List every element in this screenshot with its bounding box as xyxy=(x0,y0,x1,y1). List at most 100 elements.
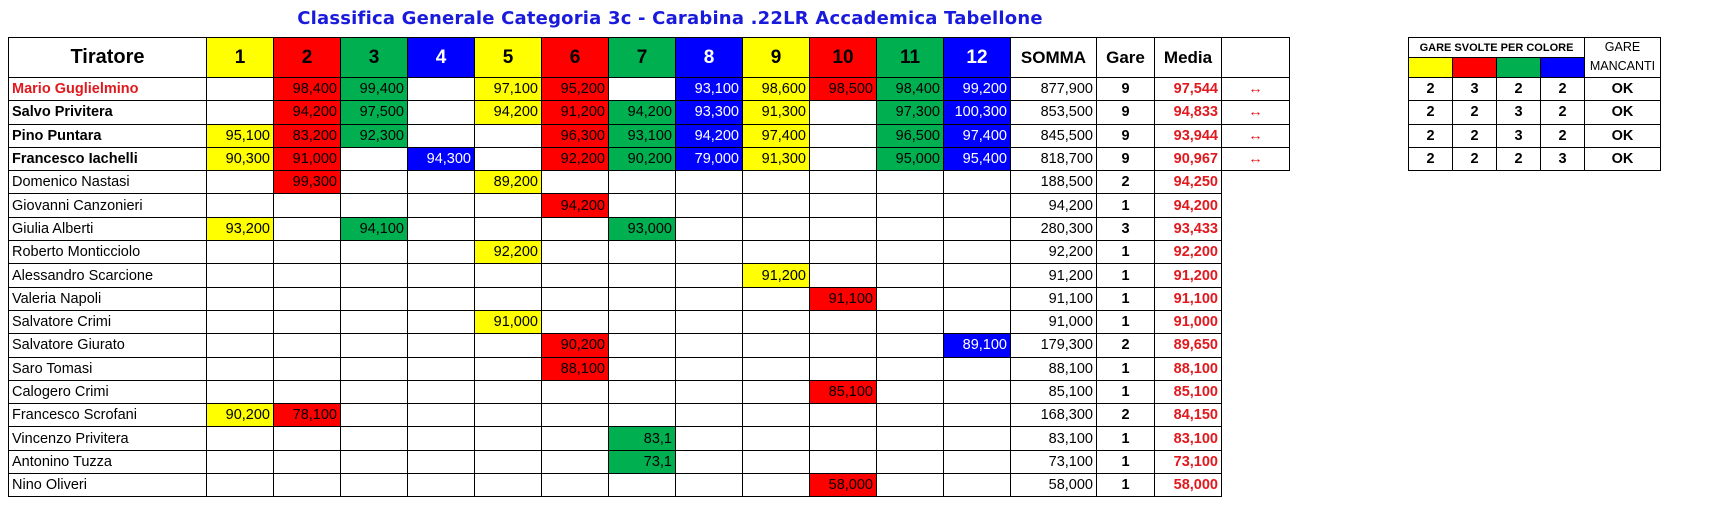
score-cell xyxy=(407,356,475,381)
score-cell: 94,200 xyxy=(474,100,542,125)
score-cell xyxy=(340,473,408,498)
score-cell xyxy=(474,123,542,148)
somma-cell: 94,200 xyxy=(1010,193,1097,218)
gare-svolte-title: GARE SVOLTE PER COLORE xyxy=(1408,37,1585,58)
status-cell: OK xyxy=(1584,123,1661,148)
color-count-cell: 2 xyxy=(1540,123,1585,148)
score-cell xyxy=(541,170,609,195)
media-cell: 93,944 xyxy=(1154,123,1222,148)
table-row: Valeria Napoli 91,100 91,100 1 91,100 xyxy=(8,286,1290,311)
score-cell xyxy=(876,426,944,451)
score-cell: 89,100 xyxy=(943,333,1011,358)
score-cell xyxy=(876,193,944,218)
score-cell xyxy=(273,309,341,335)
score-cell: 92,200 xyxy=(541,146,609,172)
shooter-name: Pino Puntara xyxy=(8,123,207,148)
score-cell xyxy=(407,426,475,451)
score-cell xyxy=(943,449,1011,475)
score-cell xyxy=(608,356,676,381)
header-media: Media xyxy=(1154,37,1222,78)
somma-cell: 818,700 xyxy=(1010,146,1097,172)
media-cell: 83,100 xyxy=(1154,426,1222,451)
score-cell xyxy=(675,240,743,265)
score-cell xyxy=(876,356,944,381)
gare-cell: 9 xyxy=(1096,123,1155,148)
score-cell xyxy=(675,403,743,428)
score-cell xyxy=(407,263,475,288)
score-cell: 91,000 xyxy=(474,309,542,335)
score-cell xyxy=(809,146,877,172)
color-count-cell: 2 xyxy=(1408,146,1453,172)
score-cell: 98,400 xyxy=(876,76,944,102)
header-gare: Gare xyxy=(1096,37,1155,78)
color-count-cell: 2 xyxy=(1408,76,1453,102)
media-cell: 94,250 xyxy=(1154,170,1222,195)
score-cell xyxy=(608,240,676,265)
score-cell: 97,300 xyxy=(876,100,944,125)
score-cell: 97,400 xyxy=(943,123,1011,148)
media-cell: 97,544 xyxy=(1154,76,1222,102)
score-cell xyxy=(943,216,1011,242)
score-cell: 92,200 xyxy=(474,240,542,265)
score-cell xyxy=(541,286,609,311)
score-cell xyxy=(340,286,408,311)
score-cell xyxy=(206,286,274,311)
score-cell xyxy=(675,170,743,195)
score-cell: 91,100 xyxy=(809,286,877,311)
score-cell xyxy=(943,263,1011,288)
score-cell xyxy=(876,286,944,311)
score-cell xyxy=(675,356,743,381)
blank-cell xyxy=(1222,474,1290,497)
somma-cell: 91,200 xyxy=(1010,263,1097,288)
header-round: 3 xyxy=(340,37,408,78)
gare-cell: 1 xyxy=(1096,449,1155,475)
score-cell: 88,100 xyxy=(541,356,609,381)
score-cell xyxy=(407,170,475,195)
somma-cell: 280,300 xyxy=(1010,216,1097,242)
color-count-cell: 2 xyxy=(1408,100,1453,125)
gare-cell: 3 xyxy=(1096,216,1155,242)
score-cell xyxy=(541,263,609,288)
color-count-cell: 2 xyxy=(1540,100,1585,125)
score-cell xyxy=(675,333,743,358)
score-cell xyxy=(876,379,944,405)
somma-cell: 877,900 xyxy=(1010,76,1097,102)
shooter-name: Francesco Iachelli xyxy=(8,146,207,172)
score-cell: 83,200 xyxy=(273,123,341,148)
gare-cell: 1 xyxy=(1096,240,1155,265)
gare-cell: 1 xyxy=(1096,193,1155,218)
score-cell xyxy=(608,263,676,288)
score-cell xyxy=(943,170,1011,195)
score-cell xyxy=(474,379,542,405)
somma-cell: 92,200 xyxy=(1010,240,1097,265)
score-cell xyxy=(943,240,1011,265)
score-cell xyxy=(206,449,274,475)
status-cell: OK xyxy=(1584,100,1661,125)
score-cell xyxy=(876,403,944,428)
gare-svolte-table: GARE SVOLTE PER COLORE GARE MANCANTI 2 3 2 2 O… xyxy=(1408,37,1661,172)
score-cell xyxy=(943,403,1011,428)
table-row: Salvatore Crimi 91,000 91,000 1 91,000 xyxy=(8,309,1290,335)
score-cell: 98,600 xyxy=(742,76,810,102)
media-cell: 84,150 xyxy=(1154,403,1222,428)
blank-cell xyxy=(1222,264,1290,287)
score-cell xyxy=(876,216,944,242)
score-cell: 78,100 xyxy=(273,403,341,428)
score-cell xyxy=(474,286,542,311)
media-cell: 85,100 xyxy=(1154,379,1222,405)
score-cell: 94,300 xyxy=(407,146,475,172)
score-cell xyxy=(742,473,810,498)
gare-cell: 1 xyxy=(1096,426,1155,451)
color-swatch xyxy=(1496,57,1541,78)
score-cell xyxy=(809,403,877,428)
header-somma: SOMMA xyxy=(1010,37,1097,78)
table-row: Roberto Monticciolo 92,200 92,200 1 92,200 xyxy=(8,240,1290,265)
somma-cell: 179,300 xyxy=(1010,333,1097,358)
score-cell: 92,300 xyxy=(340,123,408,148)
score-cell xyxy=(407,449,475,475)
side-row: 2 2 2 3 OK xyxy=(1408,146,1661,172)
score-cell xyxy=(273,216,341,242)
score-cell xyxy=(809,449,877,475)
table-row: Pino Puntara 95,100 83,200 92,300 96,300 93,1… xyxy=(8,123,1290,148)
header-round: 5 xyxy=(474,37,542,78)
